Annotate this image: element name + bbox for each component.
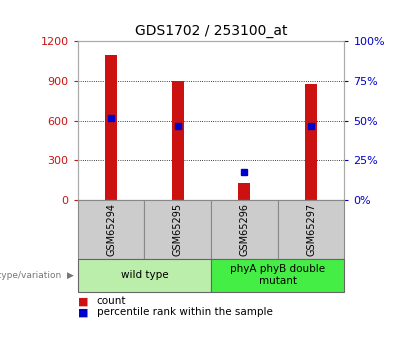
Text: GSM65296: GSM65296 <box>239 203 249 256</box>
Text: ■: ■ <box>78 307 88 317</box>
Text: genotype/variation  ▶: genotype/variation ▶ <box>0 270 74 280</box>
Bar <box>105 55 117 200</box>
Text: phyA phyB double
mutant: phyA phyB double mutant <box>230 264 325 286</box>
Text: GSM65294: GSM65294 <box>106 203 116 256</box>
Bar <box>278 200 344 259</box>
Text: wild type: wild type <box>121 270 168 280</box>
Bar <box>172 81 184 200</box>
Bar <box>211 200 278 259</box>
Bar <box>78 200 144 259</box>
Text: count: count <box>97 296 126 306</box>
Title: GDS1702 / 253100_at: GDS1702 / 253100_at <box>135 23 287 38</box>
Bar <box>144 200 211 259</box>
Text: GSM65297: GSM65297 <box>306 203 316 256</box>
Text: GSM65295: GSM65295 <box>173 203 183 256</box>
Bar <box>239 183 250 200</box>
Bar <box>211 259 344 292</box>
Text: ■: ■ <box>78 296 88 306</box>
Bar <box>78 259 211 292</box>
Bar <box>305 84 317 200</box>
Text: percentile rank within the sample: percentile rank within the sample <box>97 307 273 317</box>
